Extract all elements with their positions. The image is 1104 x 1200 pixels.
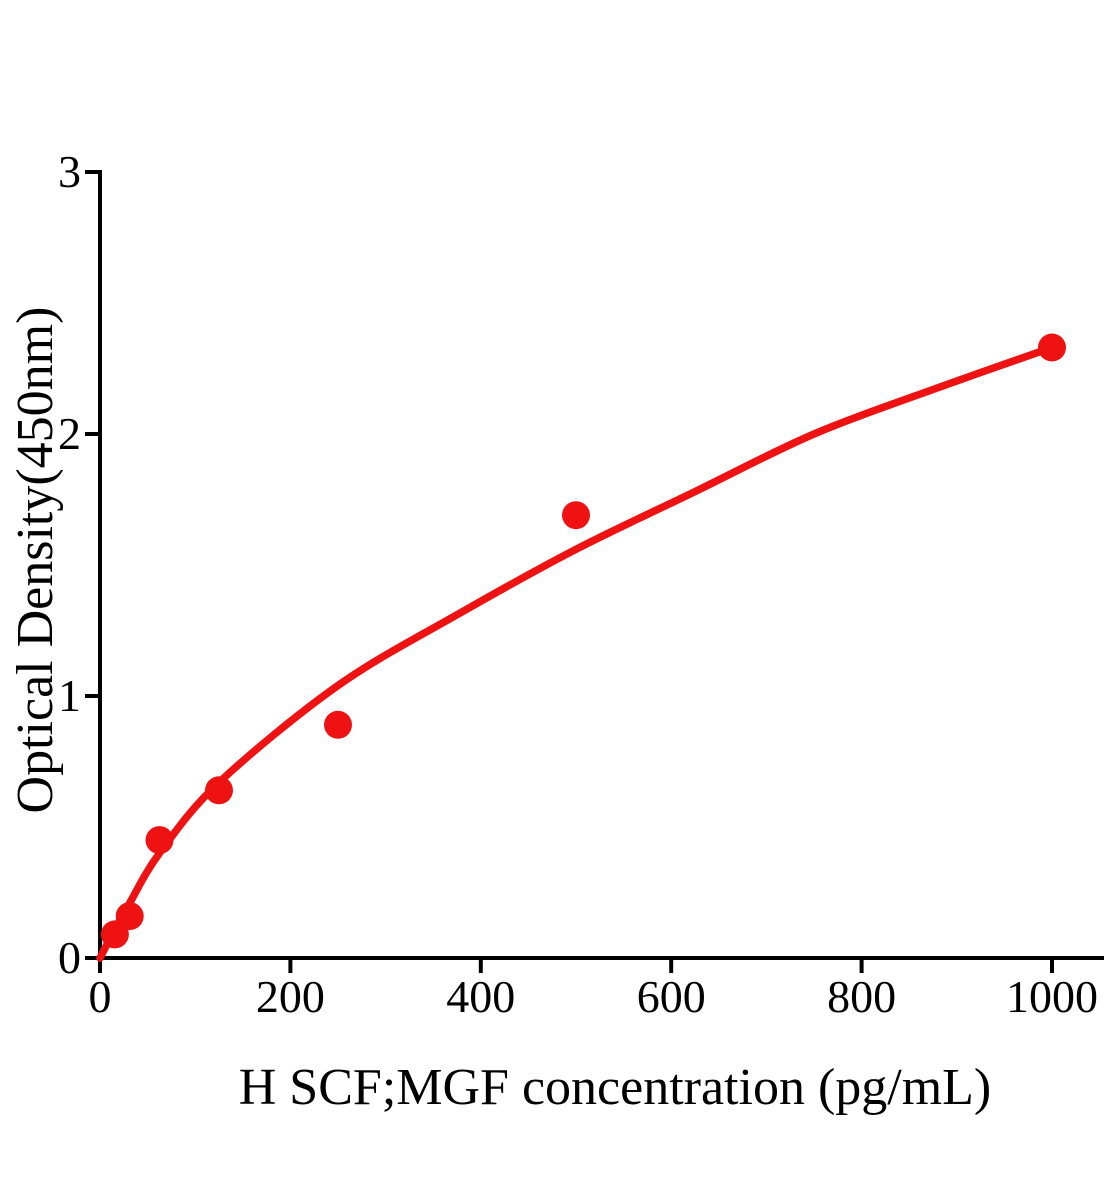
data-point <box>562 501 590 530</box>
x-tick-label: 200 <box>256 971 325 1022</box>
data-point <box>324 710 352 739</box>
x-tick-label: 1000 <box>1006 971 1098 1022</box>
y-tick-label: 0 <box>58 932 81 983</box>
y-tick-label: 3 <box>58 146 81 197</box>
data-point <box>1038 333 1066 362</box>
x-tick-label: 0 <box>89 971 112 1022</box>
y-axis-title: Optical Density(450nm) <box>7 306 64 814</box>
y-tick-label: 2 <box>58 408 81 459</box>
x-axis-title: H SCF;MGF concentration (pg/mL) <box>238 1059 992 1116</box>
x-tick-label: 600 <box>637 971 706 1022</box>
data-point <box>145 826 174 855</box>
x-tick-label: 400 <box>446 971 515 1022</box>
data-point <box>205 776 233 805</box>
fit-curve <box>96 343 1056 962</box>
x-tick-label: 800 <box>827 971 896 1022</box>
y-tick-label: 1 <box>58 670 81 721</box>
data-point <box>115 902 144 931</box>
